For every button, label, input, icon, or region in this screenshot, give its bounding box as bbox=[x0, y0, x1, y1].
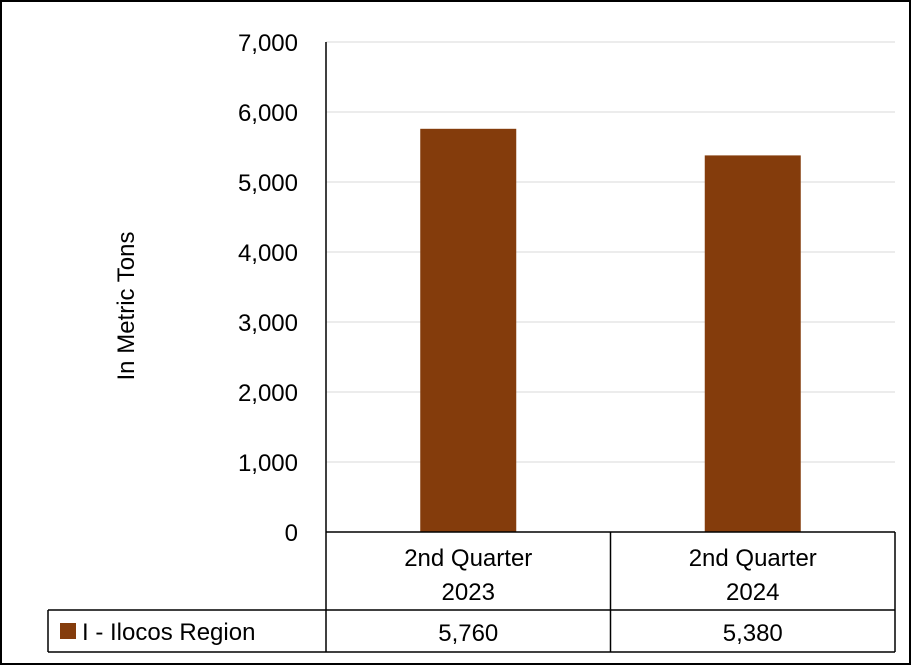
y-tick-label: 2,000 bbox=[238, 380, 298, 407]
data-table-value: 5,380 bbox=[723, 620, 783, 647]
x-tick-label: 2023 bbox=[442, 579, 495, 606]
y-tick-label: 6,000 bbox=[238, 100, 298, 127]
y-tick-labels: 0 1,000 2,000 3,000 4,000 5,000 6,000 7,000 bbox=[238, 30, 298, 547]
y-axis-label: In Metric Tons bbox=[113, 232, 140, 381]
bar bbox=[704, 155, 801, 532]
data-table-value: 5,760 bbox=[438, 620, 498, 647]
y-tick-label: 1,000 bbox=[238, 450, 298, 477]
y-tick-label: 4,000 bbox=[238, 240, 298, 267]
y-tick-label: 5,000 bbox=[238, 170, 298, 197]
y-tick-label: 0 bbox=[285, 520, 298, 547]
x-tick-label: 2024 bbox=[726, 579, 779, 606]
y-tick-label: 7,000 bbox=[238, 30, 298, 57]
data-table: 2nd Quarter 2023 2nd Quarter 2024 I - Ilocos… bbox=[47, 532, 895, 653]
legend-swatch bbox=[60, 623, 76, 639]
bars bbox=[420, 128, 801, 533]
x-tick-label: 2nd Quarter bbox=[404, 545, 532, 572]
x-tick-label: 2nd Quarter bbox=[689, 545, 817, 572]
legend-label: I - Ilocos Region bbox=[82, 619, 255, 646]
y-tick-label: 3,000 bbox=[238, 310, 298, 337]
bar bbox=[420, 128, 517, 533]
